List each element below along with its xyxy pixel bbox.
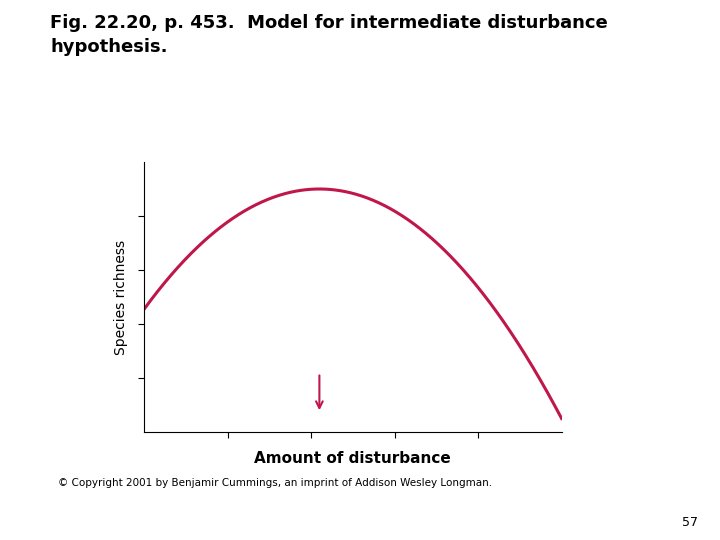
Text: © Copyright 2001 by Benjamir Cummings, an imprint of Addison Wesley Longman.: © Copyright 2001 by Benjamir Cummings, a…: [58, 478, 492, 488]
Text: Fig. 22.20, p. 453.  Model for intermediate disturbance: Fig. 22.20, p. 453. Model for intermedia…: [50, 14, 608, 31]
Text: 57: 57: [683, 516, 698, 529]
Text: hypothesis.: hypothesis.: [50, 38, 168, 56]
Y-axis label: Species richness: Species richness: [114, 239, 128, 355]
X-axis label: Amount of disturbance: Amount of disturbance: [254, 451, 451, 465]
